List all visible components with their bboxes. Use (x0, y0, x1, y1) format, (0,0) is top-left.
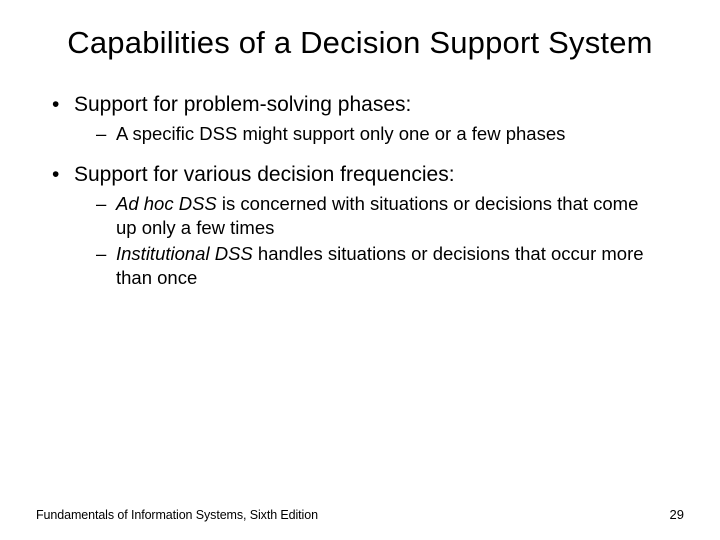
slide-body: • Support for problem-solving phases: – … (36, 91, 684, 290)
page-number: 29 (670, 507, 684, 522)
bullet-item: • Support for problem-solving phases: (50, 91, 684, 118)
bullet-item: • Support for various decision frequenci… (50, 161, 684, 188)
sub-bullet-text: Ad hoc DSS is concerned with situations … (116, 192, 684, 239)
slide-title: Capabilities of a Decision Support Syste… (60, 24, 660, 63)
emphasis-text: Institutional DSS (116, 243, 253, 264)
sub-bullet-item: – Institutional DSS handles situations o… (96, 242, 684, 289)
slide-footer: Fundamentals of Information Systems, Six… (36, 507, 684, 522)
emphasis-text: Ad hoc DSS (116, 193, 217, 214)
bullet-text: Support for problem-solving phases: (74, 91, 684, 118)
dash-icon: – (96, 192, 116, 216)
sub-bullet-text: A specific DSS might support only one or… (116, 122, 684, 146)
bullet-text: Support for various decision frequencies… (74, 161, 684, 188)
sub-bullet-text: Institutional DSS handles situations or … (116, 242, 684, 289)
bullet-icon: • (50, 91, 74, 118)
slide-container: Capabilities of a Decision Support Syste… (0, 0, 720, 540)
spacer (50, 149, 684, 161)
dash-icon: – (96, 122, 116, 146)
dash-icon: – (96, 242, 116, 266)
sub-bullet-item: – A specific DSS might support only one … (96, 122, 684, 146)
footer-source: Fundamentals of Information Systems, Six… (36, 508, 318, 522)
bullet-icon: • (50, 161, 74, 188)
sub-bullet-item: – Ad hoc DSS is concerned with situation… (96, 192, 684, 239)
